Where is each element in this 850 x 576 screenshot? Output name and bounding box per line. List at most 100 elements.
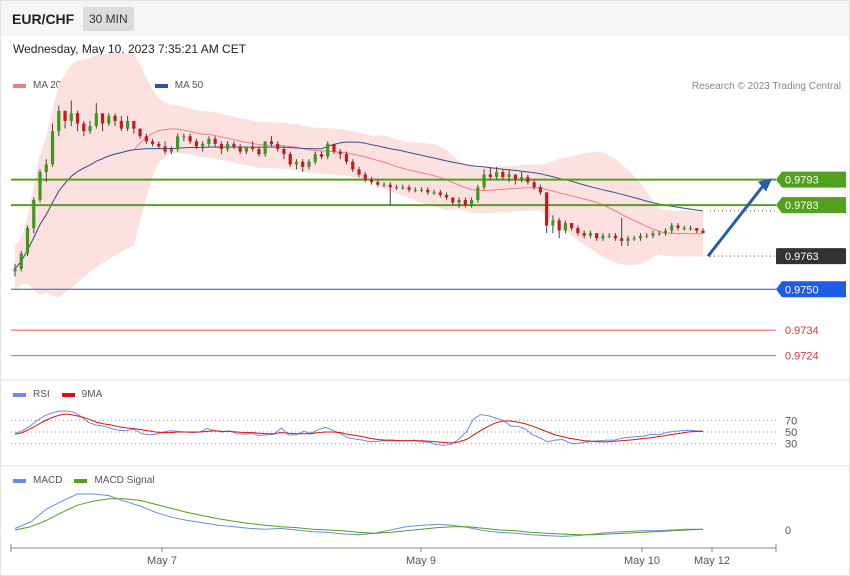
candle-bull [32, 200, 36, 229]
macd-signal-line [14, 498, 704, 536]
candle-bear [219, 143, 223, 150]
candle-bear [376, 182, 380, 185]
candle-bull [588, 233, 593, 236]
price-tag-last-label: 0.9763 [785, 251, 819, 263]
candle-bull [551, 220, 555, 226]
legend-label-macd-signal: MACD Signal [94, 475, 155, 486]
legend-label-rsi: RSI [33, 389, 50, 400]
candle-bull [413, 189, 417, 191]
candle-bull [94, 113, 98, 127]
legend-item-macd-signal: MACD Signal [74, 475, 154, 486]
price-tag-last [776, 248, 846, 265]
candle-bull [226, 143, 230, 150]
candle-bear [288, 154, 292, 165]
candle-bear [301, 161, 305, 167]
symbol-label: EUR/CHF [12, 11, 75, 27]
candle-bear [351, 161, 355, 170]
candle-bull [482, 174, 486, 188]
macd-legend: MACD MACD Signal [13, 475, 166, 486]
candle-bear [319, 154, 324, 157]
candle-bull [107, 115, 111, 124]
legend-item-macd: MACD [13, 475, 62, 486]
candle-bull [495, 171, 499, 178]
candle-bear [388, 184, 392, 188]
candle-bull [201, 143, 205, 147]
candle-bear [82, 123, 86, 132]
candle-bear [344, 154, 349, 162]
candle-bear [357, 169, 361, 175]
legend-swatch-ma20 [13, 83, 26, 88]
candle-bear [538, 187, 542, 193]
candle-bull [651, 233, 655, 236]
candle-bear [501, 171, 505, 178]
header-bar: EUR/CHF 30 MIN [1, 1, 849, 36]
level-tag-pivot [776, 281, 846, 298]
candle-bull [682, 228, 686, 230]
legend-swatch-rsi [13, 392, 26, 397]
ma50-line [14, 141, 704, 270]
rsi-level-label: 30 [785, 439, 797, 451]
candle-bull [507, 174, 511, 178]
candle-bull [44, 164, 48, 172]
x-tick-label: May 9 [406, 555, 436, 567]
candle-bull [313, 154, 317, 162]
timeframe-badge[interactable]: 30 MIN [83, 7, 134, 31]
candle-bull [632, 238, 636, 240]
candle-bear [75, 113, 80, 124]
candle-bull [169, 149, 173, 152]
candle-bear [232, 143, 236, 147]
legend-swatch-9ma [61, 392, 75, 397]
candle-bull [688, 228, 693, 230]
candle-bear [338, 151, 342, 155]
candle-bear [132, 120, 136, 129]
rsi-level-label: 50 [785, 427, 797, 439]
candle-bull [657, 233, 661, 235]
candle-bear [513, 174, 517, 180]
candle-bear [332, 143, 336, 152]
candle-bear [282, 149, 286, 155]
candle-bull [57, 110, 61, 132]
credit-text: Research © 2023 Trading Central [691, 81, 841, 92]
legend-swatch-ma50 [154, 83, 168, 88]
candle-bear [426, 189, 430, 193]
legend-item-rsi: RSI [13, 389, 50, 400]
candle-bear [213, 138, 217, 144]
candle-bull [176, 136, 180, 150]
candle-bear [276, 143, 280, 150]
x-tick-label: May 7 [147, 555, 177, 567]
candle-bear [701, 230, 705, 234]
candle-bull [244, 146, 249, 152]
level-tag-resistance [776, 171, 846, 188]
candle-bull [476, 187, 480, 201]
candle-bull [207, 138, 211, 144]
candle-bear [444, 194, 449, 198]
candle-bull [13, 268, 17, 272]
candle-bear [163, 146, 167, 152]
candle-bear [532, 182, 536, 188]
candle-bear [113, 115, 117, 121]
x-tick-label: May 12 [694, 555, 730, 567]
candle-bull [88, 126, 92, 132]
candle-bull [394, 187, 399, 189]
forecast-arrow [706, 183, 766, 258]
candle-bull [401, 187, 405, 189]
candle-bear [576, 228, 580, 234]
candle-bull [457, 200, 461, 203]
level-tag-label: 0.9793 [785, 175, 819, 187]
candle-bull [638, 235, 643, 239]
candle-bull [25, 228, 30, 254]
candle-bull [663, 230, 668, 234]
candle-bear [620, 238, 624, 241]
candle-bear [63, 110, 67, 121]
candle-bull [69, 113, 73, 121]
candle-bear [545, 192, 549, 226]
legend-item-9ma: 9MA [61, 389, 102, 400]
candle-bull [326, 143, 330, 157]
candle-bear [194, 141, 198, 147]
level-tag-label: 0.9734 [785, 325, 819, 337]
datetime-label: Wednesday, May 10, 2023 7:35:21 AM CET [13, 42, 247, 56]
level-tag-resistance [776, 197, 846, 214]
candle-bear [595, 233, 599, 239]
candle-bear [676, 225, 680, 229]
candle-bear [269, 141, 274, 144]
